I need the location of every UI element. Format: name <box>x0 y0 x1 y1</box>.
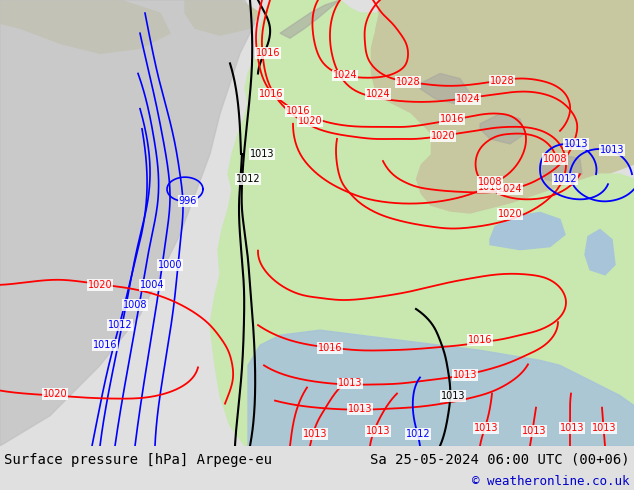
Text: 1013: 1013 <box>348 404 372 414</box>
Text: Sa 25-05-2024 06:00 UTC (00+06): Sa 25-05-2024 06:00 UTC (00+06) <box>370 453 630 467</box>
Text: 1013: 1013 <box>600 145 624 155</box>
Text: 1013: 1013 <box>560 423 585 433</box>
Text: 1008: 1008 <box>543 154 567 164</box>
Text: 1012: 1012 <box>236 174 261 184</box>
Text: 1013: 1013 <box>564 139 588 149</box>
Text: 1020: 1020 <box>42 389 67 398</box>
Polygon shape <box>420 74 470 104</box>
Polygon shape <box>0 0 170 53</box>
Polygon shape <box>280 0 340 38</box>
Text: 1012: 1012 <box>406 429 430 439</box>
Text: 1016: 1016 <box>440 114 464 124</box>
Polygon shape <box>0 0 255 446</box>
Text: 1016: 1016 <box>256 49 280 58</box>
Polygon shape <box>248 330 634 446</box>
Text: 996: 996 <box>179 196 197 206</box>
Text: 1024: 1024 <box>366 89 391 98</box>
Text: 1013: 1013 <box>303 429 327 439</box>
Polygon shape <box>210 0 634 446</box>
Text: 1020: 1020 <box>87 280 112 290</box>
Text: 1000: 1000 <box>158 260 182 270</box>
Text: 1013: 1013 <box>366 426 391 436</box>
Text: 1016: 1016 <box>259 89 283 98</box>
Text: 1013: 1013 <box>338 378 362 389</box>
Polygon shape <box>585 229 615 275</box>
Polygon shape <box>490 212 565 249</box>
Text: 1028: 1028 <box>396 76 420 87</box>
Text: 1016: 1016 <box>318 343 342 353</box>
Text: 1004: 1004 <box>139 280 164 290</box>
Polygon shape <box>185 0 260 35</box>
Text: Surface pressure [hPa] Arpege-eu: Surface pressure [hPa] Arpege-eu <box>4 453 272 467</box>
Text: 1020: 1020 <box>430 131 455 141</box>
Text: 1024: 1024 <box>333 71 358 80</box>
Text: 1016: 1016 <box>478 182 502 192</box>
Text: 1013: 1013 <box>250 149 275 159</box>
Text: 1008: 1008 <box>123 300 147 310</box>
Text: 1008: 1008 <box>478 177 502 187</box>
Text: 1024: 1024 <box>498 184 522 194</box>
Text: 1012: 1012 <box>553 174 578 184</box>
Text: 1020: 1020 <box>498 209 522 220</box>
Text: 1016: 1016 <box>468 335 492 345</box>
Polygon shape <box>370 0 634 215</box>
Text: 1020: 1020 <box>298 116 322 126</box>
Text: 1016: 1016 <box>286 106 310 116</box>
Text: 1013: 1013 <box>522 426 547 436</box>
Text: 1024: 1024 <box>456 94 481 104</box>
Polygon shape <box>480 114 525 144</box>
Text: 1028: 1028 <box>489 75 514 86</box>
Text: 1012: 1012 <box>108 320 133 330</box>
Text: © weatheronline.co.uk: © weatheronline.co.uk <box>472 475 630 489</box>
Text: 1013: 1013 <box>453 370 477 380</box>
Text: 1016: 1016 <box>93 340 117 350</box>
Text: 1013: 1013 <box>592 423 616 433</box>
Polygon shape <box>540 154 582 184</box>
Text: 1013: 1013 <box>441 391 465 400</box>
Text: 1013: 1013 <box>474 423 498 433</box>
